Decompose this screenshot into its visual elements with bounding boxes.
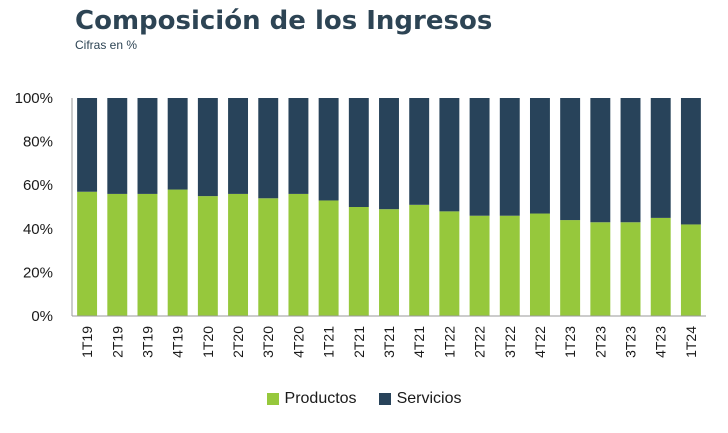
y-tick-label: 60% — [23, 177, 53, 194]
chart-subtitle: Cifras en % — [75, 38, 138, 52]
bar-servicios-3t19 — [137, 98, 158, 194]
y-tick-label: 100% — [15, 90, 53, 107]
x-tick-label: 1T24 — [683, 326, 699, 358]
bar-servicios-1t21 — [318, 98, 339, 201]
chart-title: Composición de los Ingresos — [75, 6, 493, 36]
x-tick-label: 1T19 — [79, 326, 95, 358]
bar-servicios-2t23 — [590, 98, 611, 223]
bar-servicios-2t21 — [348, 98, 369, 207]
x-tick-label: 2T19 — [109, 326, 125, 358]
legend-item-servicios: Servicios — [378, 390, 462, 408]
x-tick-label: 1T21 — [321, 326, 337, 358]
x-tick-label: 2T22 — [472, 326, 488, 358]
bar-productos-2t20 — [228, 193, 249, 316]
bar-productos-2t19 — [107, 193, 128, 316]
legend-label-productos: Productos — [284, 390, 357, 407]
bar-servicios-4t22 — [529, 98, 550, 214]
bar-productos-3t22 — [499, 215, 520, 316]
bar-productos-2t22 — [469, 215, 490, 316]
x-tick-label: 3T20 — [260, 326, 276, 358]
x-tick-label: 3T22 — [502, 326, 518, 358]
bar-servicios-4t20 — [288, 98, 309, 194]
bar-productos-1t20 — [197, 196, 218, 316]
x-tick-label: 1T20 — [200, 326, 216, 358]
y-tick-label: 80% — [23, 134, 53, 151]
x-tick-label: 4T21 — [411, 326, 427, 358]
bar-productos-3t21 — [379, 209, 399, 316]
bar-productos-4t22 — [529, 213, 550, 316]
legend-swatch-servicios — [378, 393, 391, 405]
y-tick-label: 0% — [31, 308, 53, 325]
x-tick-label: 4T22 — [532, 326, 548, 358]
x-tick-label: 2T21 — [351, 326, 367, 358]
stacked-bar-chart: 0% 20% 40% 60% 80% 100% 1T19 2T19 3T19 4T19 1T20 2T… — [15, 90, 706, 358]
bar-servicios-2t22 — [469, 98, 490, 216]
bar-servicios-3t23 — [620, 98, 641, 223]
bar-servicios-4t19 — [167, 98, 188, 190]
y-tick-label: 20% — [23, 264, 53, 281]
bar-productos-1t24 — [680, 224, 701, 316]
bar-servicios-3t22 — [499, 98, 520, 216]
bar-productos-1t19 — [77, 191, 98, 316]
bar-productos-1t23 — [560, 220, 581, 316]
y-tick-label: 40% — [23, 221, 53, 238]
bar-servicios-1t22 — [439, 98, 460, 212]
bar-servicios-1t19 — [77, 98, 98, 192]
bar-productos-1t21 — [318, 200, 339, 316]
bar-servicios-3t20 — [258, 98, 279, 199]
legend-item-productos: Productos — [266, 390, 357, 408]
chart-legend: Productos Servicios — [0, 390, 728, 408]
bar-productos-3t23 — [620, 222, 641, 316]
bar-productos-3t19 — [137, 193, 158, 316]
x-tick-label: 2T20 — [230, 326, 246, 358]
bar-productos-4t21 — [409, 204, 430, 316]
bar-servicios-1t23 — [560, 98, 581, 221]
bar-servicios-4t23 — [650, 98, 671, 218]
bar-productos-4t23 — [650, 217, 671, 316]
legend-swatch-productos — [266, 393, 279, 405]
bar-productos-3t20 — [258, 198, 279, 316]
bar-servicios-2t19 — [107, 98, 128, 194]
x-tick-label: 3T21 — [381, 326, 397, 358]
bar-servicios-1t20 — [197, 98, 218, 197]
legend-label-servicios: Servicios — [396, 390, 462, 407]
x-tick-label: 4T23 — [653, 326, 669, 358]
bar-productos-4t19 — [167, 189, 188, 316]
bar-servicios-1t24 — [680, 98, 701, 225]
bar-productos-2t21 — [348, 207, 369, 316]
x-tick-label: 1T22 — [441, 326, 457, 358]
bar-servicios-2t20 — [228, 98, 249, 194]
x-tick-label: 1T23 — [562, 326, 578, 358]
bar-productos-2t23 — [590, 222, 611, 316]
x-tick-label: 2T23 — [592, 326, 608, 358]
x-tick-label: 4T20 — [290, 326, 306, 358]
bar-productos-1t22 — [439, 211, 460, 316]
bar-productos-4t20 — [288, 193, 309, 316]
bar-servicios-4t21 — [409, 98, 430, 205]
x-tick-label: 3T19 — [139, 326, 155, 358]
x-tick-label: 4T19 — [170, 326, 186, 358]
bar-servicios-3t21 — [379, 98, 399, 210]
x-tick-label: 3T23 — [623, 326, 639, 358]
